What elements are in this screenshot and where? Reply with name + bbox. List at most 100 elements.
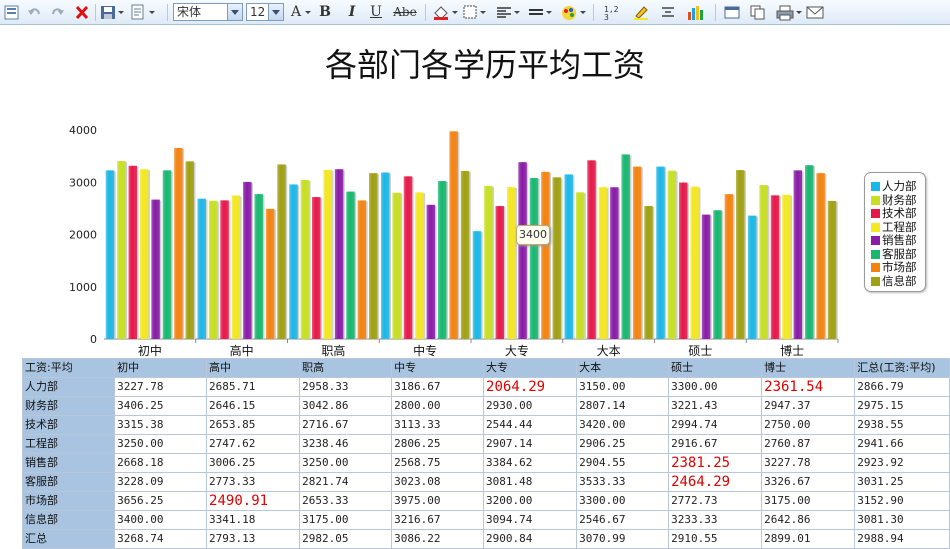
bar-销售部-大本[interactable] [610, 187, 619, 339]
legend-item[interactable]: 信息部 [871, 274, 917, 288]
bar-市场部-大本[interactable] [632, 166, 642, 339]
table-cell[interactable]: 2982.05 [299, 529, 393, 549]
print-icon[interactable] [776, 4, 794, 21]
font-size-select[interactable]: 12 [246, 3, 284, 21]
table-cell[interactable]: 3070.99 [576, 529, 670, 549]
bar-信息部-硕士[interactable] [736, 170, 745, 339]
mail-icon[interactable] [806, 4, 824, 21]
bar-客服部-大专[interactable] [529, 177, 539, 339]
bar-技术部-职高[interactable] [312, 197, 321, 339]
bar-市场部-中专[interactable] [449, 131, 458, 339]
table-cell[interactable]: 3656.25 [114, 491, 208, 511]
table-cell[interactable]: 2464.29 [668, 472, 763, 492]
bar-工程部-初中[interactable] [139, 169, 149, 339]
bar-财务部-大专[interactable] [484, 185, 493, 339]
bar-客服部-硕士[interactable] [713, 210, 722, 339]
table-cell[interactable]: 3081.48 [483, 472, 578, 492]
table-cell[interactable]: 3094.74 [483, 510, 578, 530]
bar-信息部-初中[interactable] [185, 161, 195, 339]
table-cell[interactable]: 2930.00 [483, 396, 578, 416]
table-cell[interactable]: 3268.74 [114, 529, 208, 549]
table-cell[interactable]: 2642.86 [761, 510, 856, 530]
table-cell[interactable]: 2910.55 [668, 529, 763, 549]
line-style-icon[interactable] [528, 4, 544, 21]
table-cell[interactable]: 2806.25 [391, 434, 485, 454]
bar-市场部-高中[interactable] [265, 208, 275, 339]
column-header[interactable]: 初中 [114, 358, 208, 378]
table-cell[interactable]: 2904.55 [576, 453, 670, 473]
table-cell[interactable]: 3216.67 [391, 510, 485, 530]
table-cell[interactable]: 2646.15 [206, 396, 301, 416]
table-cell[interactable]: 2994.74 [668, 415, 763, 435]
row-header[interactable]: 销售部 [21, 453, 116, 473]
table-cell[interactable]: 2750.00 [761, 415, 856, 435]
table-cell[interactable]: 3152.90 [854, 491, 950, 511]
bar-技术部-大本[interactable] [587, 160, 596, 339]
bar-信息部-大专[interactable] [552, 177, 562, 339]
bar-财务部-大本[interactable] [575, 192, 585, 339]
column-header[interactable]: 大本 [576, 358, 670, 378]
bar-人力部-职高[interactable] [289, 184, 298, 339]
table-cell[interactable]: 2747.62 [206, 434, 301, 454]
table-cell[interactable]: 2906.25 [576, 434, 670, 454]
bar-信息部-中专[interactable] [460, 170, 470, 339]
table-cell[interactable]: 2821.74 [299, 472, 393, 492]
table-cell[interactable]: 2381.25 [668, 453, 763, 473]
bar-技术部-博士[interactable] [770, 195, 780, 339]
bar-信息部-高中[interactable] [277, 164, 286, 339]
table-cell[interactable]: 2668.18 [114, 453, 208, 473]
bold-icon[interactable]: B [318, 4, 332, 21]
table-cell[interactable]: 2800.00 [391, 396, 485, 416]
table-cell[interactable]: 3175.00 [299, 510, 393, 530]
bar-信息部-博士[interactable] [827, 200, 837, 339]
delete-icon[interactable] [74, 4, 90, 21]
table-cell[interactable]: 2807.14 [576, 396, 670, 416]
table-cell[interactable]: 3086.22 [391, 529, 485, 549]
bar-市场部-大专[interactable] [541, 171, 550, 339]
bar-人力部-中专[interactable] [380, 172, 390, 339]
table-cell[interactable]: 3175.00 [761, 491, 856, 511]
table-cell[interactable]: 3023.08 [391, 472, 485, 492]
table-cell[interactable]: 3031.25 [854, 472, 950, 492]
bar-人力部-博士[interactable] [747, 215, 757, 339]
legend-item[interactable]: 工程部 [871, 220, 917, 234]
table-cell[interactable]: 2716.67 [299, 415, 393, 435]
bar-人力部-硕士[interactable] [656, 166, 665, 339]
table-cell[interactable]: 3975.00 [391, 491, 485, 511]
format-icon[interactable] [660, 4, 676, 21]
bar-销售部-中专[interactable] [426, 204, 436, 339]
table-cell[interactable]: 3113.33 [391, 415, 485, 435]
bar-客服部-博士[interactable] [804, 165, 814, 339]
table-cell[interactable]: 2900.84 [483, 529, 578, 549]
table-cell[interactable]: 2773.33 [206, 472, 301, 492]
table-cell[interactable]: 2958.33 [299, 377, 393, 397]
table-cell[interactable]: 3300.00 [668, 377, 763, 397]
column-header[interactable]: 中专 [391, 358, 485, 378]
bar-人力部-大本[interactable] [564, 174, 573, 339]
bar-财务部-高中[interactable] [208, 200, 218, 339]
bar-信息部-职高[interactable] [369, 173, 378, 339]
table-cell[interactable]: 3406.25 [114, 396, 208, 416]
table-cell[interactable]: 3250.00 [299, 453, 393, 473]
table-cell[interactable]: 2907.14 [483, 434, 578, 454]
table-cell[interactable]: 3227.78 [761, 453, 856, 473]
table-cell[interactable]: 2653.33 [299, 491, 393, 511]
table-cell[interactable]: 3341.18 [206, 510, 301, 530]
row-header[interactable]: 工程部 [21, 434, 116, 454]
window-icon[interactable] [724, 4, 740, 21]
table-cell[interactable]: 2760.87 [761, 434, 856, 454]
column-header[interactable]: 硕士 [668, 358, 763, 378]
column-header[interactable]: 职高 [299, 358, 393, 378]
bar-工程部-硕士[interactable] [690, 186, 699, 339]
redo-icon[interactable] [50, 4, 66, 21]
bar-客服部-职高[interactable] [346, 191, 355, 339]
bar-工程部-中专[interactable] [415, 192, 424, 339]
table-cell[interactable]: 2772.73 [668, 491, 763, 511]
bar-工程部-博士[interactable] [782, 194, 791, 339]
table-cell[interactable]: 3300.00 [576, 491, 670, 511]
copy-icon[interactable] [750, 4, 766, 21]
bar-工程部-职高[interactable] [323, 169, 332, 339]
bar-客服部-大本[interactable] [621, 154, 630, 339]
column-header[interactable]: 博士 [761, 358, 856, 378]
table-cell[interactable]: 2546.67 [576, 510, 670, 530]
